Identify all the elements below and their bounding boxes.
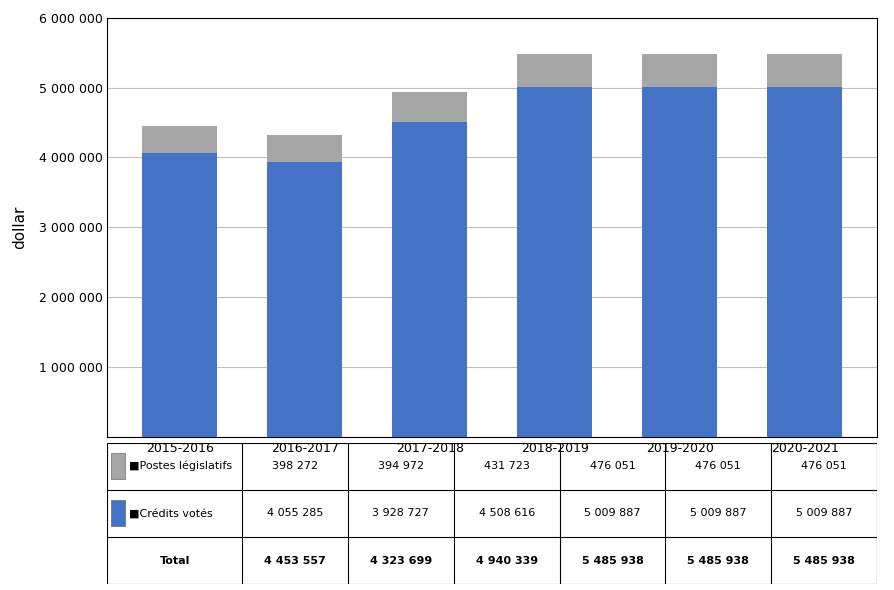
Bar — [517, 87, 592, 437]
Text: 398 272: 398 272 — [272, 461, 317, 471]
Bar — [766, 87, 841, 437]
Text: 3 928 727: 3 928 727 — [372, 509, 429, 518]
Text: 4 508 616: 4 508 616 — [478, 509, 535, 518]
Text: 5 485 938: 5 485 938 — [792, 556, 854, 565]
Text: 4 323 699: 4 323 699 — [369, 556, 432, 565]
Bar — [642, 54, 716, 87]
Bar — [142, 153, 217, 437]
Bar — [111, 453, 125, 479]
Text: ■Crédits votés: ■Crédits votés — [129, 509, 213, 518]
Text: 431 723: 431 723 — [483, 461, 529, 471]
Text: 476 051: 476 051 — [695, 461, 740, 471]
Text: 4 940 339: 4 940 339 — [475, 556, 537, 565]
Text: Total: Total — [159, 556, 190, 565]
Text: 4 055 285: 4 055 285 — [266, 509, 323, 518]
Bar — [392, 91, 467, 122]
Text: 5 485 938: 5 485 938 — [687, 556, 748, 565]
Bar — [267, 135, 342, 162]
Bar — [642, 87, 716, 437]
Text: 476 051: 476 051 — [589, 461, 635, 471]
Text: 5 009 887: 5 009 887 — [795, 509, 851, 518]
Bar — [267, 162, 342, 437]
Text: 5 009 887: 5 009 887 — [584, 509, 640, 518]
Bar — [111, 500, 125, 526]
Text: 4 453 557: 4 453 557 — [264, 556, 325, 565]
Y-axis label: dollar: dollar — [13, 205, 28, 249]
Text: 394 972: 394 972 — [377, 461, 424, 471]
Bar — [766, 54, 841, 87]
Text: ■Postes législatifs: ■Postes législatifs — [129, 461, 232, 471]
Bar — [142, 126, 217, 153]
Text: 5 485 938: 5 485 938 — [581, 556, 643, 565]
Bar — [517, 54, 592, 87]
Bar — [392, 122, 467, 437]
Text: 476 051: 476 051 — [800, 461, 846, 471]
Text: 5 009 887: 5 009 887 — [689, 509, 746, 518]
